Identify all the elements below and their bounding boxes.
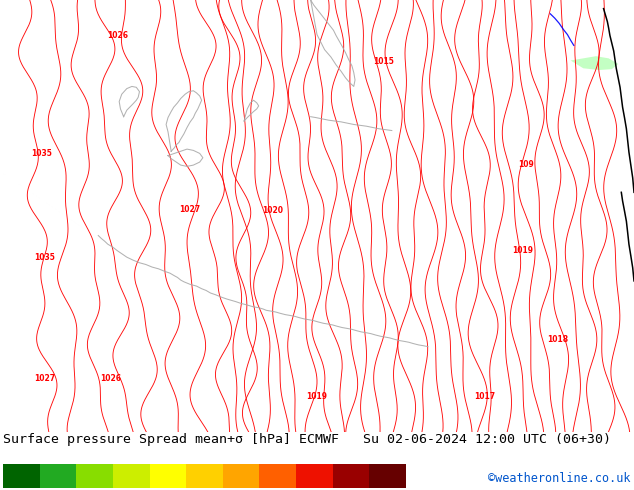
Bar: [76, 464, 113, 488]
Text: Surface pressure Spread mean+σ [hPa] ECMWF   Su 02-06-2024 12:00 UTC (06+30): Surface pressure Spread mean+σ [hPa] ECM…: [3, 433, 611, 446]
Bar: [296, 464, 333, 488]
Bar: [150, 464, 186, 488]
Text: 1019: 1019: [512, 246, 534, 255]
Text: 1015: 1015: [373, 57, 394, 66]
Bar: [259, 464, 296, 488]
Bar: [3, 464, 40, 488]
Bar: [40, 464, 76, 488]
Text: 1026: 1026: [107, 31, 128, 40]
Text: 1018: 1018: [547, 335, 569, 344]
Text: 1027: 1027: [179, 205, 201, 214]
Text: 1026: 1026: [100, 374, 122, 383]
Bar: [223, 464, 259, 488]
Polygon shape: [571, 56, 618, 70]
Text: 1019: 1019: [306, 392, 328, 401]
Bar: [369, 464, 406, 488]
Text: 1035: 1035: [34, 253, 55, 262]
Bar: [333, 464, 369, 488]
Text: 1027: 1027: [34, 374, 55, 383]
Text: 1035: 1035: [31, 149, 51, 158]
Text: 109: 109: [519, 160, 534, 169]
Text: 1017: 1017: [474, 392, 496, 401]
Bar: [113, 464, 150, 488]
Text: ©weatheronline.co.uk: ©weatheronline.co.uk: [488, 472, 631, 486]
Bar: [186, 464, 223, 488]
Text: 1020: 1020: [262, 206, 283, 216]
